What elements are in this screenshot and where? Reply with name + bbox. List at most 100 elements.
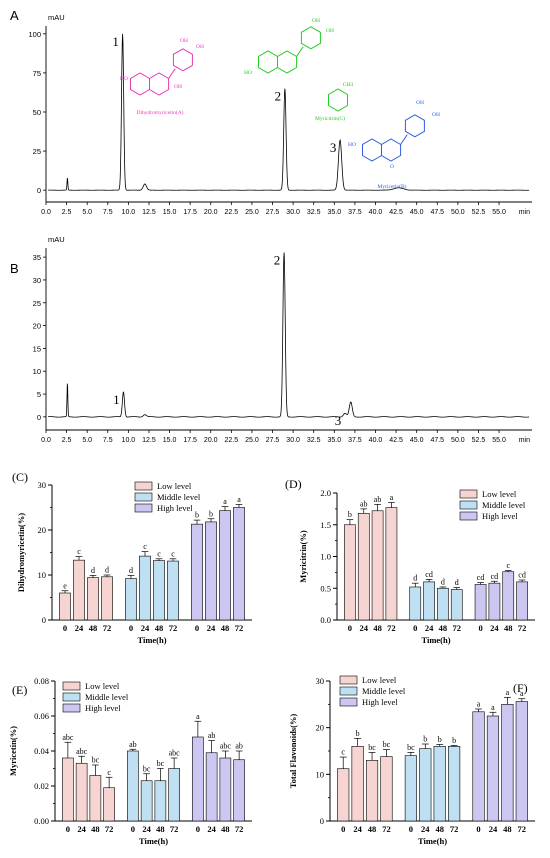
bar	[472, 711, 485, 822]
y-tick-label: 5	[37, 390, 41, 399]
x-tick-label: 15.0	[163, 209, 177, 216]
bar	[515, 701, 528, 822]
x-axis-unit: min	[519, 209, 530, 216]
x-tick-label: 20.0	[204, 209, 218, 216]
x-tick-label: 7.5	[103, 209, 113, 216]
bar	[385, 507, 398, 621]
ring-c	[277, 50, 298, 74]
x-tick-label: 27.5	[266, 209, 280, 216]
x-tick-label: 48	[89, 623, 98, 633]
x-tick-label: 42.5	[389, 437, 403, 444]
x-tick-label: 0	[478, 623, 482, 633]
x-tick-label: 10.0	[122, 209, 136, 216]
x-tick-label: 48	[373, 623, 382, 633]
x-tick-label: 72	[450, 824, 459, 834]
x-tick-label: 48	[221, 623, 230, 633]
significance-letter: a	[196, 712, 200, 721]
x-tick-label: 35.0	[327, 437, 341, 444]
legend-swatch	[339, 686, 358, 696]
peak-label: 1	[113, 392, 120, 407]
x-axis-title: Time(h)	[137, 635, 166, 645]
x-tick-label: 24	[207, 623, 216, 633]
x-tick-label: 37.5	[348, 209, 362, 216]
atom-label: OH	[326, 28, 334, 34]
significance-letter: a	[477, 700, 481, 709]
x-tick-label: 25.0	[245, 209, 259, 216]
significance-letter: a	[491, 703, 495, 712]
x-tick-label: 50.0	[451, 437, 465, 444]
significance-letter: c	[171, 549, 175, 558]
x-axis-unit: min	[519, 437, 530, 444]
x-tick-label: 22.5	[225, 437, 239, 444]
bar	[501, 704, 514, 822]
atom-label: OH	[196, 44, 204, 50]
atom-label: HO	[244, 70, 252, 76]
x-tick-label: 20.0	[204, 437, 218, 444]
bar	[486, 715, 500, 822]
bar	[450, 589, 463, 621]
bar	[516, 581, 528, 621]
atom-label: OH	[432, 112, 440, 118]
x-tick-label: 15.0	[163, 437, 177, 444]
atom-label: O	[390, 164, 394, 170]
bar	[167, 560, 179, 621]
x-tick-label: 42.5	[389, 209, 403, 216]
x-tick-label: 0	[196, 824, 200, 834]
bar	[448, 746, 461, 822]
significance-letter: a	[223, 497, 227, 506]
x-tick-label: 0	[195, 623, 199, 633]
panel-label: A	[10, 8, 19, 23]
bar	[168, 768, 180, 822]
atom-label: OH	[312, 18, 320, 24]
ring-a	[130, 72, 150, 96]
significance-letter: ab	[360, 499, 368, 508]
x-tick-label: 22.5	[225, 209, 239, 216]
y-tick-label: 10	[33, 367, 41, 376]
x-tick-label: 72	[105, 824, 114, 834]
x-tick-label: 0	[66, 824, 70, 834]
legend-label: Middle level	[362, 686, 406, 696]
x-tick-label: 55.0	[492, 437, 506, 444]
legend-label: Middle level	[157, 492, 201, 502]
structure-dihydromyricetin: OH OH HO OH Dihydromyricetin(A)	[120, 38, 204, 116]
x-tick-label: 12.5	[142, 209, 156, 216]
x-tick-label: 48	[368, 824, 377, 834]
x-tick-label: 72	[170, 824, 179, 834]
bar	[404, 755, 417, 822]
peak-label: 2	[274, 253, 281, 268]
x-axis-title: Time(h)	[418, 836, 447, 846]
significance-letter: b	[348, 510, 352, 519]
panel-label: (C)	[12, 470, 28, 484]
structure-name: Myricetin(B)	[377, 183, 406, 190]
legend-swatch	[134, 481, 153, 491]
bar	[474, 584, 487, 621]
x-tick-label: 50.0	[451, 209, 465, 216]
bond	[400, 134, 408, 145]
x-tick-label: 0.0	[41, 209, 51, 216]
bar	[87, 577, 99, 621]
x-tick-label: 52.5	[472, 209, 486, 216]
peak-label: 3	[335, 413, 342, 428]
legend-swatch	[62, 692, 81, 702]
ring-b	[404, 114, 425, 138]
bar-chart-d: (D) 0.0 0.5 1.0 1.5 2.0 Myricitrin(%) b 0 ab 24 ab 4…	[285, 477, 535, 645]
x-tick-label: 24	[489, 824, 498, 834]
significance-letter: ab	[208, 731, 216, 740]
sugar-ring	[328, 88, 348, 112]
y-tick-label: 1.0	[320, 552, 331, 562]
chromatogram-trace	[48, 33, 530, 191]
x-tick-label: 2.5	[62, 437, 72, 444]
significance-letter: cd	[425, 570, 433, 579]
significance-letter: b	[209, 509, 213, 518]
bar	[127, 750, 139, 822]
legend-swatch	[62, 681, 81, 691]
ring-a	[362, 138, 382, 162]
y-tick-label: 0	[42, 615, 46, 625]
bar	[357, 513, 370, 621]
x-tick-label: 24	[353, 824, 362, 834]
significance-letter: c	[107, 768, 111, 777]
bar	[73, 559, 85, 621]
atom-label: OH	[180, 38, 188, 44]
